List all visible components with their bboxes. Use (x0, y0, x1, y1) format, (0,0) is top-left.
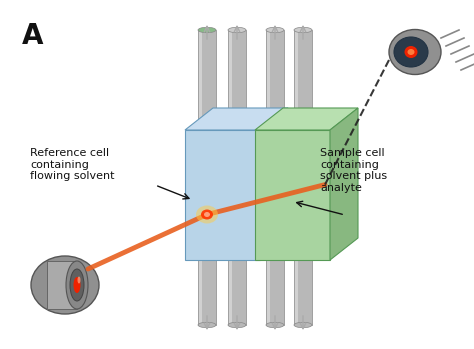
Polygon shape (255, 108, 358, 130)
Polygon shape (199, 30, 202, 325)
Ellipse shape (394, 37, 428, 67)
Polygon shape (294, 30, 312, 325)
Ellipse shape (228, 27, 246, 33)
Ellipse shape (196, 206, 218, 223)
Polygon shape (260, 108, 288, 260)
Ellipse shape (266, 322, 284, 328)
Ellipse shape (266, 27, 284, 33)
Polygon shape (295, 30, 298, 325)
Text: Reference cell
containing
flowing solvent: Reference cell containing flowing solven… (30, 148, 115, 181)
Polygon shape (47, 261, 77, 309)
Polygon shape (255, 130, 330, 260)
Ellipse shape (78, 276, 81, 283)
Text: A: A (22, 22, 44, 50)
Ellipse shape (31, 256, 99, 314)
Ellipse shape (404, 46, 418, 58)
Polygon shape (267, 30, 270, 325)
Ellipse shape (198, 27, 216, 33)
Ellipse shape (408, 49, 414, 55)
Ellipse shape (294, 27, 312, 33)
Polygon shape (198, 30, 216, 325)
Text: Sample cell
containing
solvent plus
analyte: Sample cell containing solvent plus anal… (320, 148, 387, 193)
Polygon shape (185, 130, 260, 260)
Ellipse shape (66, 261, 88, 309)
Ellipse shape (294, 322, 312, 328)
Ellipse shape (70, 269, 84, 301)
Ellipse shape (73, 277, 81, 293)
Polygon shape (228, 30, 246, 325)
Ellipse shape (201, 209, 213, 220)
Ellipse shape (228, 322, 246, 328)
Polygon shape (266, 30, 284, 325)
Ellipse shape (204, 212, 210, 217)
Polygon shape (185, 108, 288, 130)
Polygon shape (229, 30, 232, 325)
Polygon shape (330, 108, 358, 260)
Ellipse shape (198, 322, 216, 328)
Ellipse shape (389, 30, 441, 74)
